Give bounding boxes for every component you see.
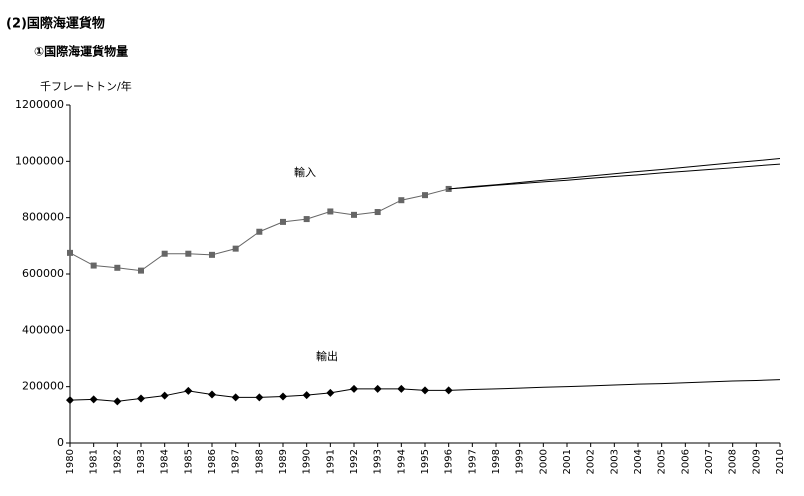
- x-tick-label: 1992: [349, 449, 360, 474]
- series-line: [448, 379, 781, 391]
- x-tick-label: 2002: [586, 449, 597, 474]
- x-tick-label: 1986: [207, 449, 218, 474]
- x-tick-label: 1982: [112, 449, 123, 474]
- marker: [232, 245, 239, 252]
- marker: [90, 262, 97, 269]
- marker: [89, 395, 98, 404]
- x-tick-label: 1995: [420, 449, 431, 474]
- series-line: [448, 163, 781, 190]
- series-label: 輸入: [294, 165, 316, 179]
- marker: [209, 251, 215, 258]
- x-tick-label: 1999: [515, 449, 526, 474]
- x-tick-label: 2010: [775, 449, 786, 474]
- y-axis-label: 千フレートトン/年: [40, 79, 132, 93]
- y-tick-label: 800000: [22, 211, 64, 224]
- marker: [160, 391, 169, 400]
- chart-title: (2)国際海運貨物: [6, 16, 105, 32]
- marker: [208, 390, 216, 399]
- y-tick-label: 600000: [22, 267, 64, 280]
- x-tick-label: 1998: [491, 449, 502, 474]
- x-tick-label: 1996: [444, 449, 455, 474]
- x-tick-label: 1989: [278, 449, 289, 474]
- marker: [421, 386, 429, 395]
- x-tick-label: 2008: [728, 449, 739, 474]
- x-tick-label: 1997: [467, 449, 478, 474]
- x-tick-label: 1991: [325, 449, 336, 474]
- chart-subtitle: ①国際海運貨物量: [34, 44, 128, 59]
- x-tick-label: 1987: [231, 449, 242, 474]
- x-tick-label: 2004: [633, 449, 644, 474]
- marker: [66, 396, 74, 405]
- marker: [161, 250, 168, 257]
- marker: [350, 384, 358, 393]
- x-tick-label: 1985: [183, 449, 194, 474]
- series-line: [448, 158, 781, 190]
- marker: [67, 249, 73, 256]
- y-tick-label: 400000: [22, 323, 64, 336]
- y-tick-label: 1200000: [15, 98, 64, 111]
- marker: [114, 264, 121, 271]
- marker: [373, 384, 382, 393]
- marker: [185, 250, 192, 257]
- marker: [326, 388, 335, 397]
- marker: [255, 393, 264, 402]
- marker: [303, 216, 310, 223]
- x-tick-label: 2003: [609, 449, 620, 474]
- marker: [280, 218, 286, 225]
- marker: [422, 192, 428, 199]
- x-tick-label: 1988: [254, 449, 265, 474]
- y-tick-label: 1000000: [15, 154, 64, 167]
- x-tick-label: 2006: [680, 449, 691, 474]
- series-label: 輸出: [316, 349, 338, 363]
- x-tick-label: 2007: [704, 449, 715, 474]
- x-tick-label: 1984: [160, 449, 171, 474]
- marker: [351, 211, 357, 218]
- x-tick-label: 2000: [538, 449, 549, 474]
- x-tick-label: 1990: [302, 449, 313, 474]
- marker: [327, 208, 334, 215]
- x-tick-label: 2005: [657, 449, 668, 474]
- marker: [138, 267, 144, 274]
- marker: [302, 391, 311, 400]
- x-tick-label: 2009: [751, 449, 762, 474]
- marker: [374, 209, 381, 216]
- x-tick-label: 1980: [65, 449, 76, 474]
- marker: [279, 392, 287, 401]
- marker: [184, 386, 193, 395]
- marker: [231, 393, 240, 402]
- x-tick-label: 1983: [136, 449, 147, 474]
- x-tick-label: 1981: [89, 449, 100, 474]
- marker: [113, 397, 122, 406]
- y-tick-label: 200000: [22, 380, 64, 393]
- y-tick-label: 0: [57, 436, 64, 449]
- marker: [397, 384, 406, 393]
- x-tick-label: 1994: [396, 449, 407, 474]
- marker: [398, 197, 405, 204]
- x-tick-label: 1993: [373, 449, 384, 474]
- marker: [256, 228, 263, 235]
- marker: [137, 394, 145, 403]
- x-tick-label: 2001: [562, 449, 573, 474]
